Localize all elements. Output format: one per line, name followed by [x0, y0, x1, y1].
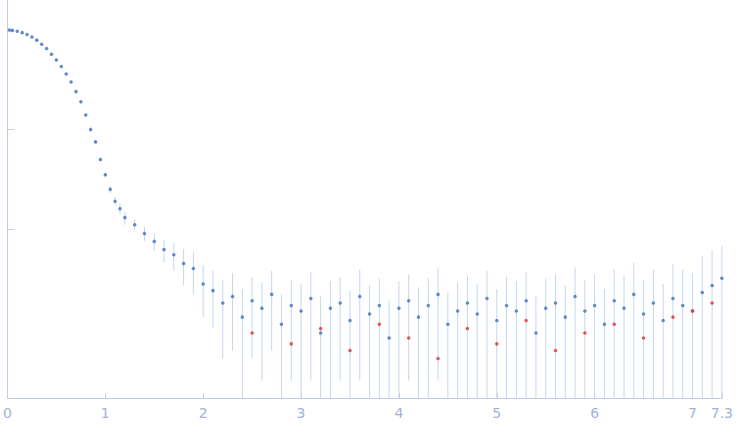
svg-text:2: 2 [199, 405, 208, 421]
svg-text:5: 5 [492, 405, 501, 421]
svg-text:0: 0 [3, 405, 12, 421]
svg-text:4: 4 [394, 405, 403, 421]
svg-text:6: 6 [590, 405, 599, 421]
svg-text:7: 7 [688, 405, 697, 421]
svg-text:7.3: 7.3 [711, 405, 733, 421]
svg-text:1: 1 [101, 405, 110, 421]
svg-text:3: 3 [297, 405, 306, 421]
